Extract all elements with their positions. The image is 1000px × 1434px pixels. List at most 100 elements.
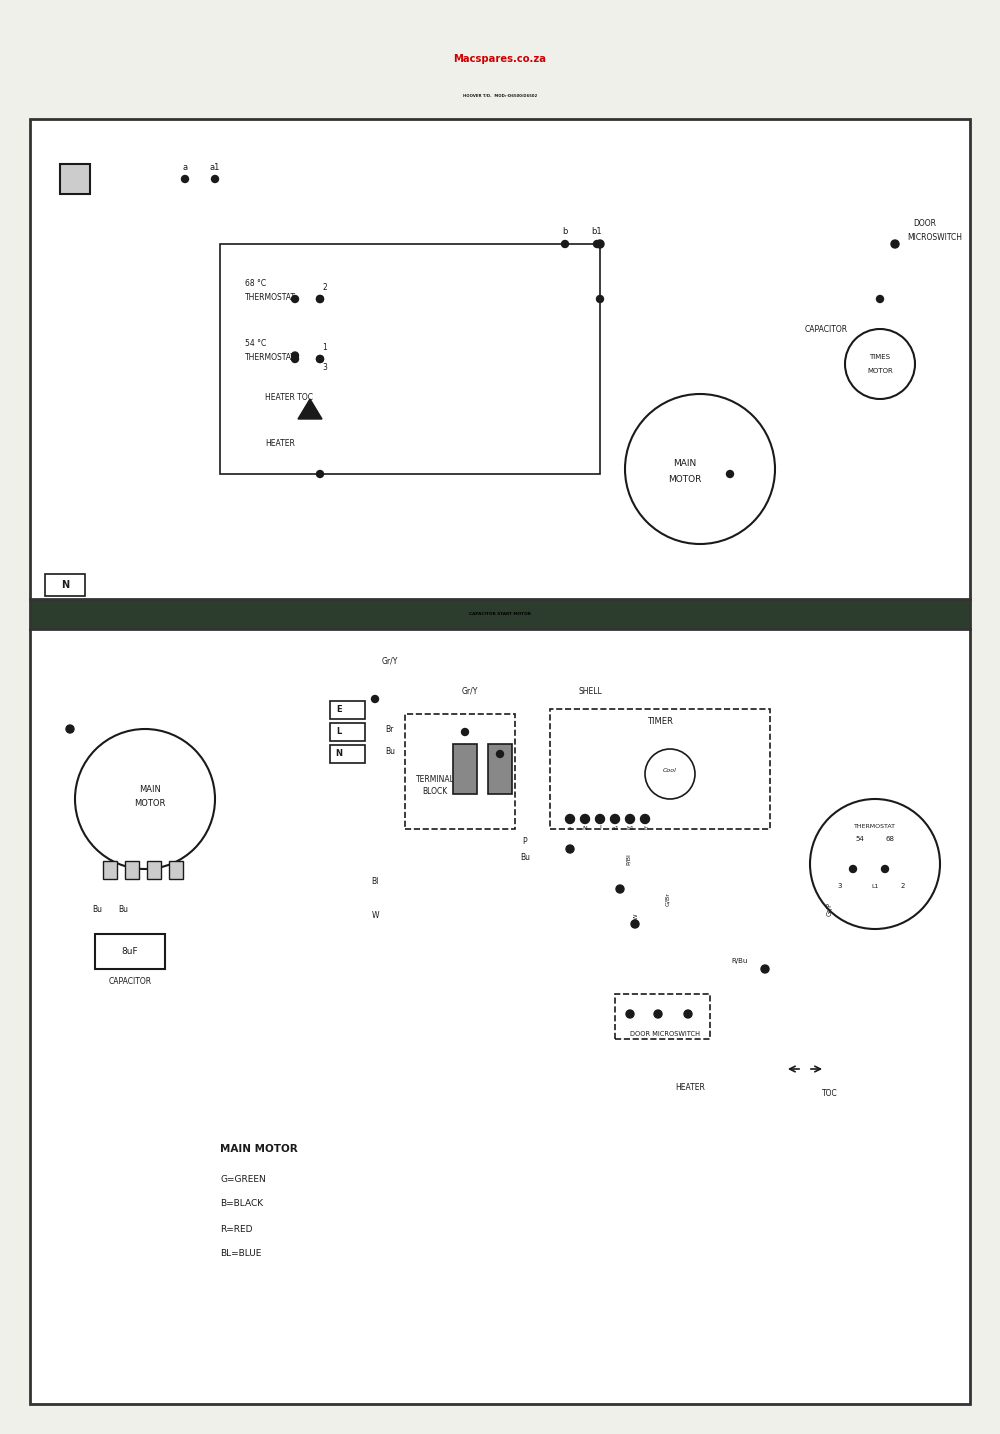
Text: Cool: Cool	[663, 769, 677, 773]
Text: R/Bu: R/Bu	[732, 958, 748, 964]
Bar	[330, 701, 365, 718]
Circle shape	[626, 1010, 634, 1018]
Text: THERMOSTAT: THERMOSTAT	[245, 353, 296, 361]
Bar	[45, 574, 85, 597]
Circle shape	[292, 295, 299, 303]
Circle shape	[562, 241, 568, 248]
Text: MOTOR: MOTOR	[867, 369, 893, 374]
Text: MOTOR: MOTOR	[668, 475, 702, 483]
Text: a: a	[568, 826, 572, 830]
Bar	[220, 244, 600, 475]
Circle shape	[891, 239, 899, 248]
Text: 68 °C: 68 °C	[245, 280, 266, 288]
Text: 54 °C: 54 °C	[245, 340, 266, 348]
Text: Gr/P: Gr/P	[827, 902, 833, 916]
Text: HEATER: HEATER	[265, 439, 295, 449]
Text: TOC: TOC	[822, 1090, 838, 1098]
Circle shape	[566, 815, 574, 823]
Text: 2: 2	[901, 883, 905, 889]
Circle shape	[497, 750, 504, 757]
Text: MAIN: MAIN	[673, 459, 697, 469]
Text: TERMINAL: TERMINAL	[416, 774, 454, 783]
Text: SHELL: SHELL	[578, 687, 602, 695]
Circle shape	[292, 351, 299, 358]
Bar	[550, 708, 770, 829]
Text: a: a	[182, 162, 188, 172]
Text: Gr/Y: Gr/Y	[382, 657, 398, 665]
Text: G=GREEN: G=GREEN	[220, 1174, 266, 1183]
Circle shape	[876, 295, 884, 303]
Text: CAPACITOR: CAPACITOR	[805, 324, 848, 334]
Text: THERMOSTAT: THERMOSTAT	[245, 293, 296, 301]
Text: P/Bl: P/Bl	[626, 853, 631, 865]
Text: 68: 68	[886, 836, 895, 842]
Text: N: N	[61, 579, 69, 589]
Text: Macspares.co.za: Macspares.co.za	[454, 54, 546, 65]
Bar	[405, 714, 515, 829]
Text: CAPACITOR START MOTOR: CAPACITOR START MOTOR	[469, 612, 531, 617]
Text: 54: 54	[856, 836, 864, 842]
Circle shape	[182, 175, 189, 182]
Bar	[488, 744, 512, 794]
Bar	[615, 994, 710, 1040]
Text: 1: 1	[323, 343, 327, 351]
Circle shape	[631, 921, 639, 928]
Text: 2: 2	[323, 282, 327, 291]
Text: b: b	[562, 227, 568, 235]
Circle shape	[726, 470, 734, 478]
Circle shape	[292, 356, 299, 363]
Circle shape	[596, 295, 604, 303]
Bar	[30, 119, 970, 599]
Text: BL=BLUE: BL=BLUE	[220, 1249, 261, 1259]
Text: THERMOSTAT: THERMOSTAT	[854, 823, 896, 829]
Bar	[60, 163, 90, 194]
Text: L: L	[497, 764, 503, 773]
Circle shape	[684, 1010, 692, 1018]
Circle shape	[626, 815, 635, 823]
Bar	[169, 860, 183, 879]
Text: E: E	[336, 706, 342, 714]
Circle shape	[654, 1010, 662, 1018]
Text: TIMER: TIMER	[647, 717, 673, 726]
Text: BL: BL	[172, 868, 180, 872]
Text: Bl: Bl	[371, 876, 379, 886]
Text: L: L	[336, 727, 342, 737]
Text: MAIN MOTOR: MAIN MOTOR	[220, 1144, 298, 1154]
Circle shape	[596, 815, 604, 823]
Text: B: B	[130, 868, 134, 872]
Text: B=BLACK: B=BLACK	[220, 1199, 263, 1209]
Circle shape	[610, 815, 620, 823]
Text: Br: Br	[385, 724, 393, 734]
Circle shape	[850, 866, 856, 872]
Text: CAPACITOR: CAPACITOR	[108, 978, 152, 987]
Text: Gr/Y: Gr/Y	[462, 687, 478, 695]
Text: b: b	[643, 826, 647, 830]
Text: L1: L1	[871, 883, 879, 889]
Text: 3: 3	[323, 363, 327, 371]
Text: Bu: Bu	[92, 905, 102, 913]
Text: G/Br: G/Br	[666, 892, 670, 906]
Bar	[30, 630, 970, 1404]
Text: M: M	[461, 764, 469, 773]
Circle shape	[317, 295, 324, 303]
Text: 8uF: 8uF	[122, 946, 138, 956]
Text: Bu: Bu	[385, 747, 395, 756]
Text: N: N	[583, 826, 587, 830]
Bar	[453, 744, 477, 794]
Polygon shape	[298, 399, 322, 419]
Circle shape	[317, 356, 324, 363]
Text: a1: a1	[611, 826, 619, 830]
Bar	[147, 860, 161, 879]
Circle shape	[596, 239, 604, 248]
Text: P: P	[523, 836, 527, 846]
Text: MAIN: MAIN	[139, 784, 161, 793]
Circle shape	[317, 295, 324, 303]
Bar	[125, 860, 139, 879]
Circle shape	[66, 726, 74, 733]
Text: R=RED: R=RED	[220, 1225, 253, 1233]
Text: DOOR: DOOR	[914, 219, 936, 228]
Text: L: L	[72, 174, 78, 184]
Text: HOOVER T/D.  MOD:-D6500/D6502: HOOVER T/D. MOD:-D6500/D6502	[463, 95, 537, 98]
Bar	[330, 746, 365, 763]
Circle shape	[640, 815, 650, 823]
